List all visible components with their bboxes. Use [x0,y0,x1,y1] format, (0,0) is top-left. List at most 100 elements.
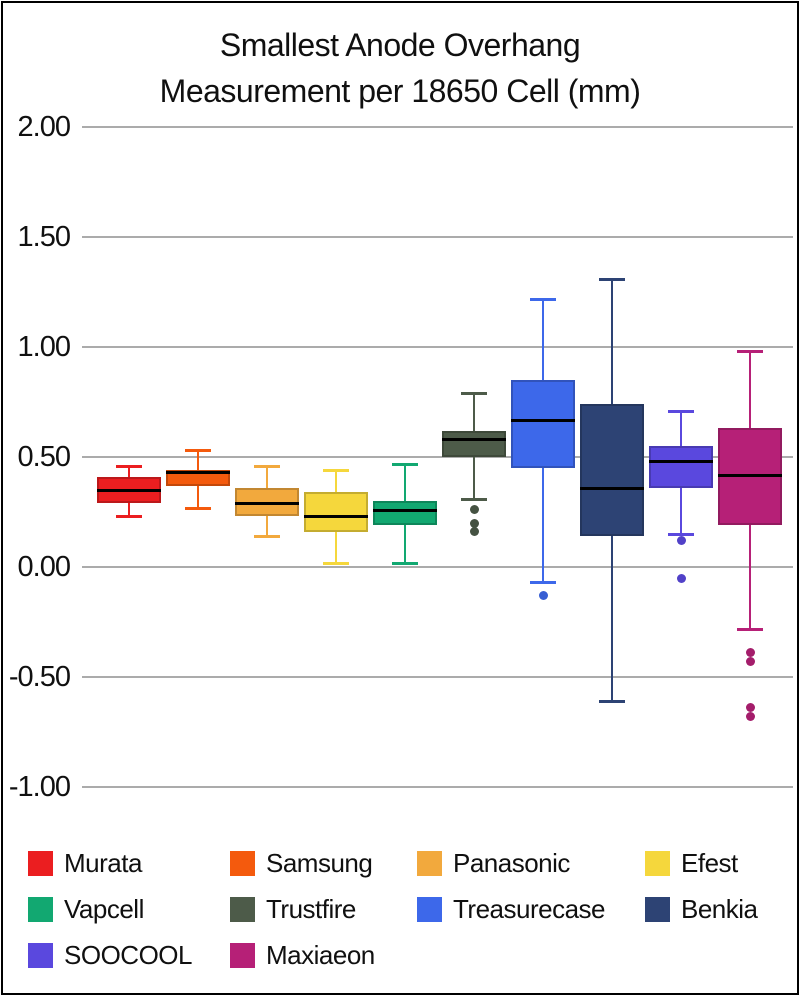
legend-label: Vapcell [64,894,144,924]
gridline [82,126,793,128]
lower-whisker [128,503,130,517]
y-tick-label: 1.50 [17,221,71,253]
upper-whisker [335,470,337,493]
legend-label: Murata [64,848,142,878]
lower-whisker-cap [323,561,349,565]
iqr-box [442,430,506,457]
y-tick-label: 0.50 [17,441,71,473]
legend-swatch [645,897,670,922]
median-line [166,471,230,475]
plot-area: 2.00 1.50 1.00 0.50 0.00 -0.50 -1.00 [8,111,793,803]
legend-swatch [230,851,255,876]
y-tick-label: -0.50 [8,661,71,693]
legend-label: Benkia [681,894,758,924]
legend-label: Maxiaeon [266,940,375,970]
chart-title-line1: Smallest Anode Overhang [219,27,581,63]
upper-whisker [611,278,613,405]
gridline [82,786,793,788]
outlier-point [676,573,686,583]
upper-whisker-cap [116,464,142,468]
upper-whisker [128,465,130,477]
gridline [82,346,793,348]
median-line [442,438,506,442]
outlier-point [745,703,755,713]
upper-whisker-cap [254,464,280,468]
legend-label: Trustfire [266,894,356,924]
lower-whisker-cap [737,627,763,631]
lower-whisker-cap [668,533,694,536]
lower-whisker [611,536,613,702]
lower-whisker-cap [185,506,211,510]
gridline [82,236,793,238]
legend-label: Efest [681,848,738,878]
upper-whisker-cap [185,449,211,453]
iqr-box [511,380,575,468]
lower-whisker [335,531,337,563]
outlier-point [745,648,755,658]
iqr-box [649,446,713,488]
legend-swatch [417,851,442,876]
upper-whisker [266,465,268,488]
chart-title-line2: Measurement per 18650 Cell (mm) [159,73,641,109]
lower-whisker [542,468,544,583]
upper-whisker [542,298,544,380]
upper-whisker-cap [599,277,625,281]
lower-whisker-cap [599,700,625,704]
gridline [82,676,793,678]
lower-whisker-cap [392,561,418,565]
legend-swatch [28,851,53,876]
outlier-point [469,527,479,537]
y-tick-label: 0.00 [17,551,71,583]
median-line [649,460,713,464]
upper-whisker [404,463,406,501]
upper-whisker [680,410,682,446]
iqr-box [580,404,644,537]
lower-whisker [680,487,682,534]
y-tick-label: 2.00 [17,111,71,143]
lower-whisker [404,525,406,563]
median-line [373,508,437,512]
upper-whisker-cap [668,409,694,413]
gridline [82,456,793,458]
median-line [511,418,575,422]
y-tick-label: -1.00 [8,771,71,803]
outlier-point [676,536,686,546]
lower-whisker-cap [116,515,142,519]
lower-whisker [266,516,268,537]
upper-whisker-cap [392,462,418,466]
legend-swatch [230,943,255,968]
outlier-point [469,518,479,528]
lower-whisker [749,525,751,629]
lower-whisker [197,485,199,508]
iqr-box [373,501,437,526]
chart-title: Smallest Anode Overhang Measurement per … [0,22,800,114]
upper-whisker-cap [323,469,349,473]
upper-whisker [473,393,475,431]
iqr-box [304,492,368,532]
lower-whisker-cap [530,581,556,585]
legend-label: Samsung [266,848,373,878]
median-line [580,486,644,490]
outlier-point [745,657,755,667]
median-line [97,489,161,492]
lower-whisker-cap [254,535,280,539]
legend-swatch [28,897,53,922]
legend-swatch [230,897,255,922]
upper-whisker [197,450,199,471]
legend-swatch [28,943,53,968]
outlier-point [538,591,548,601]
median-line [718,473,782,477]
legend-swatch [645,851,670,876]
iqr-box [718,428,782,526]
legend-label: Panasonic [453,848,570,878]
legend-label: Treasurecase [453,894,606,924]
upper-whisker-cap [737,350,763,354]
iqr-box [235,487,299,517]
upper-whisker-cap [461,392,487,396]
outlier-point [745,712,755,722]
upper-whisker [749,351,751,429]
lower-whisker-cap [461,497,487,501]
median-line [304,515,368,519]
gridline [82,566,793,568]
